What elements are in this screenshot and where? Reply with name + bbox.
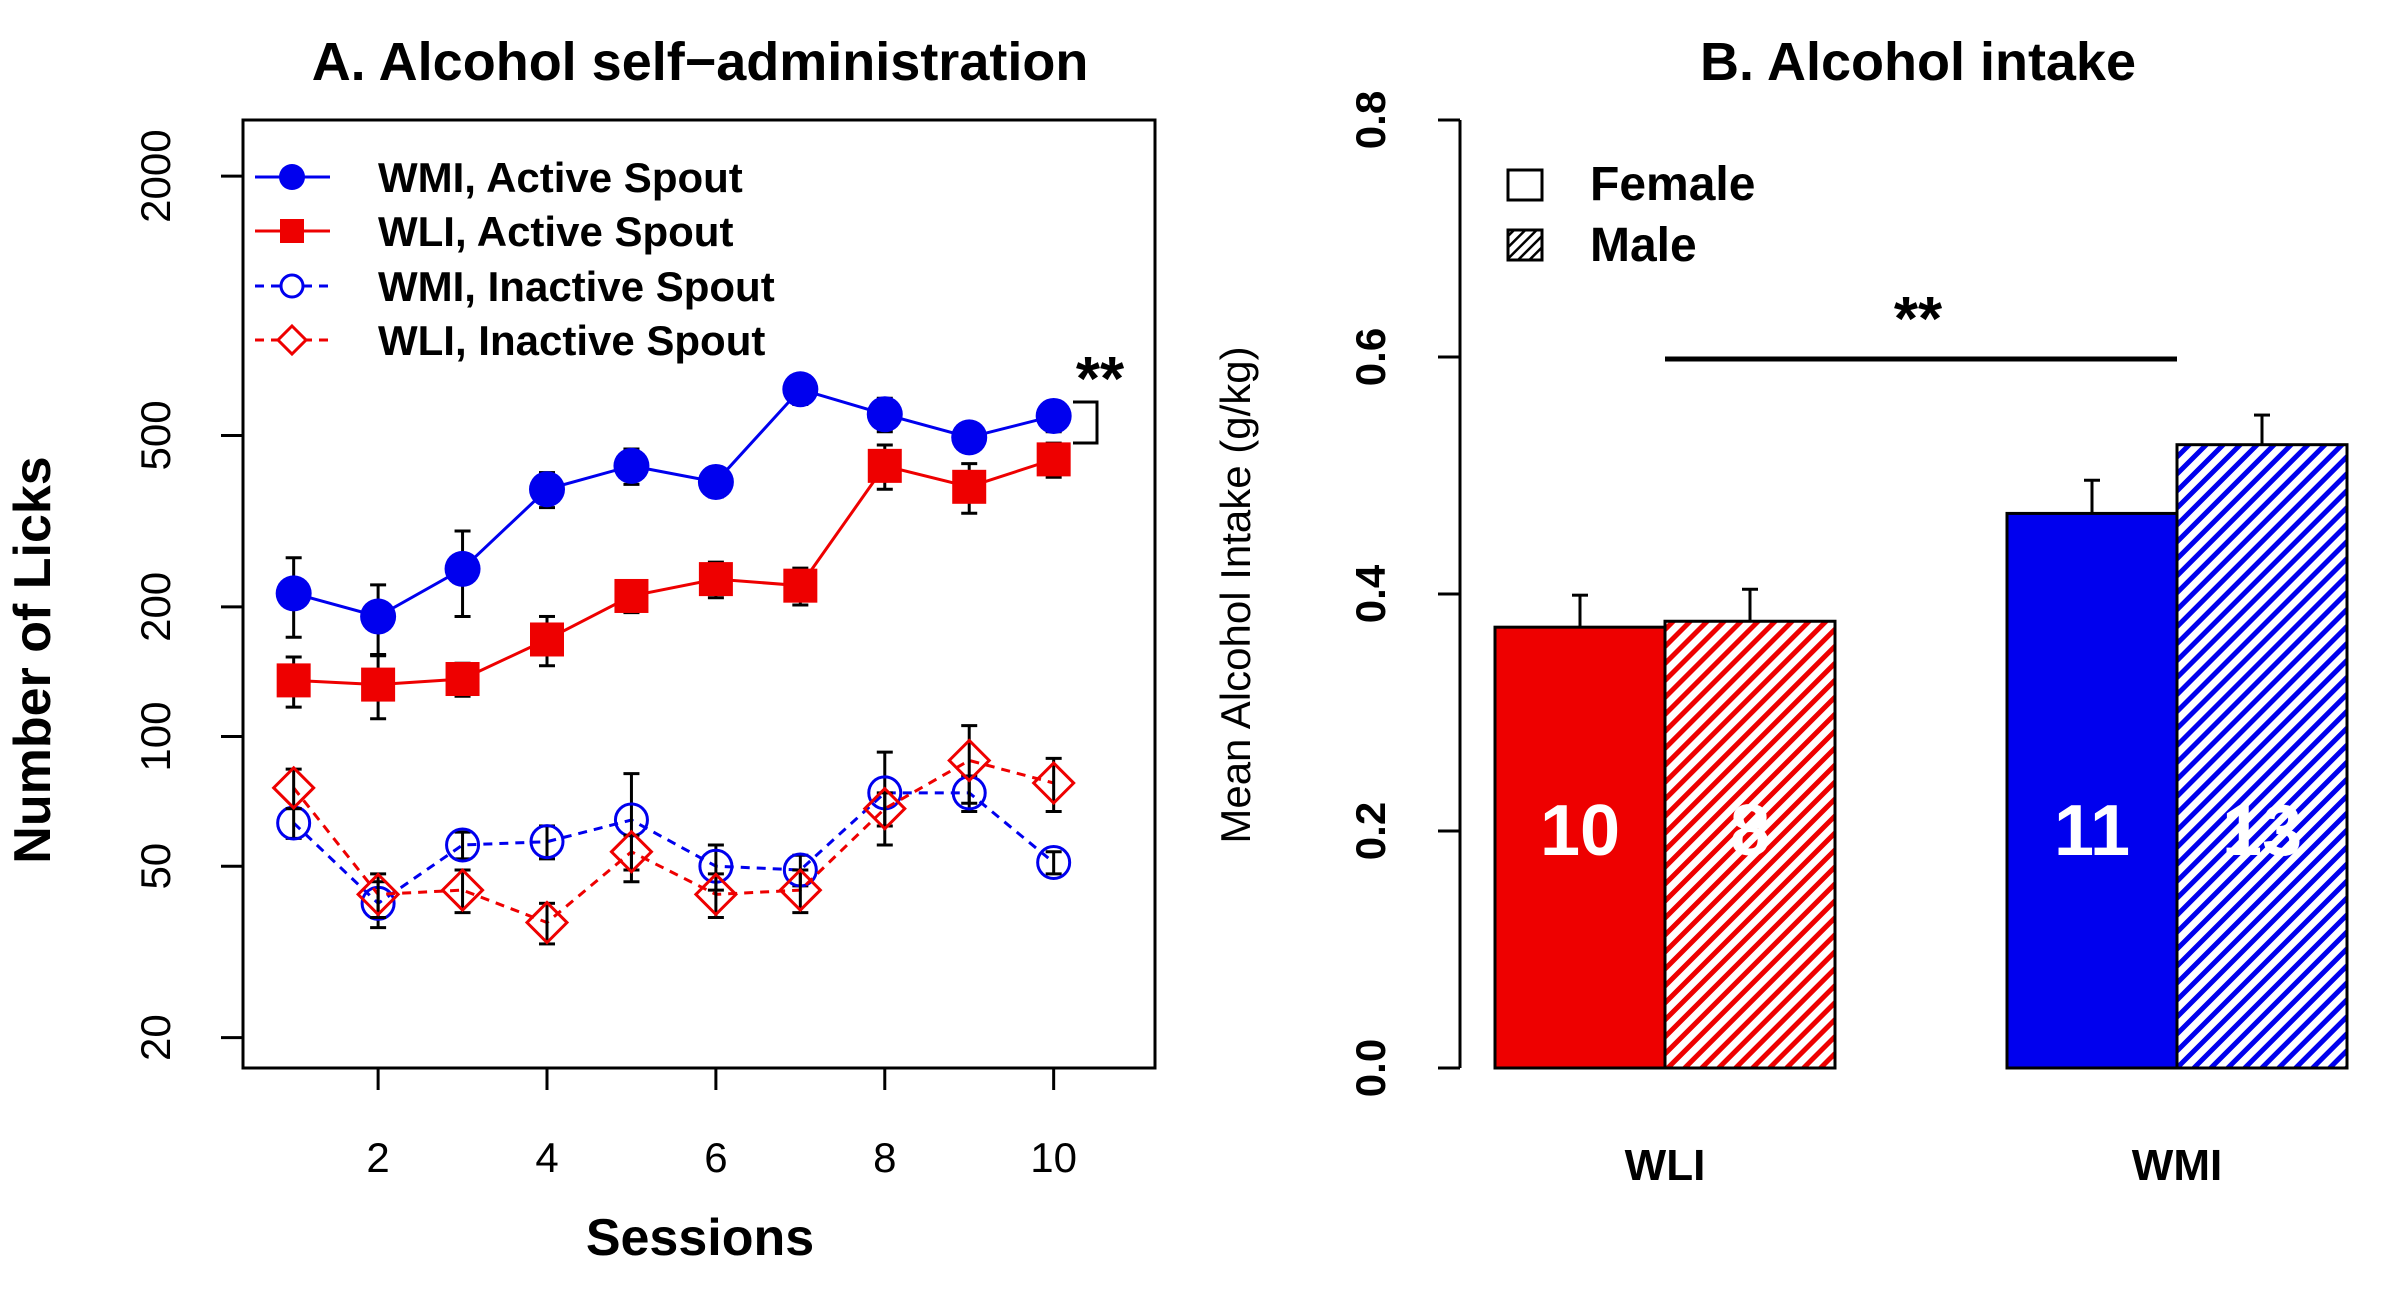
b-y-tick-label: 0.0 xyxy=(1347,1039,1394,1097)
a-x-tick-label: 8 xyxy=(873,1134,896,1181)
b-y-tick-label: 0.6 xyxy=(1347,328,1394,386)
data-point xyxy=(445,827,481,863)
bar-n-label: 13 xyxy=(2222,791,2302,871)
panel-a-y-axis-label: Number of Licks xyxy=(4,456,62,863)
data-point xyxy=(947,738,992,783)
series-line-0 xyxy=(293,387,1055,619)
panel-b-title: B. Alcohol intake xyxy=(1700,32,2136,92)
b-y-tick-label: 0.8 xyxy=(1347,91,1394,149)
a-y-tick-label: 100 xyxy=(132,701,179,771)
a-x-tick-label: 10 xyxy=(1030,1134,1077,1181)
panel-a-significance-stars: ** xyxy=(1076,345,1125,414)
panel-b-legend: Female Male xyxy=(1506,158,1755,272)
panel-a-series xyxy=(271,371,1076,946)
data-point xyxy=(445,662,480,697)
bar-n-label: 8 xyxy=(1730,791,1770,871)
data-point xyxy=(276,663,311,698)
data-point xyxy=(613,447,650,484)
data-point xyxy=(782,371,819,408)
legend-swatch-female xyxy=(1506,168,1544,202)
a-y-tick-label: 20 xyxy=(132,1014,179,1061)
a-y-tick-label: 2000 xyxy=(132,129,179,222)
data-point xyxy=(867,448,902,483)
panel-b-significance-stars: ** xyxy=(1894,285,1943,354)
data-point xyxy=(609,829,654,874)
data-point xyxy=(778,867,823,913)
panel-b-y-axis-label: Mean Alcohol Intake (g/kg) xyxy=(1212,346,1259,843)
legend-label-wli-active: WLI, Active Spout xyxy=(378,208,733,255)
legend-item-wmi-inactive: WMI, Inactive Spout xyxy=(255,263,775,310)
data-point xyxy=(697,463,734,500)
series-line-3 xyxy=(292,758,1055,925)
b-y-tick-label: 0.2 xyxy=(1347,802,1394,860)
panel-a-title: A. Alcohol self−administration xyxy=(312,32,1089,92)
data-point xyxy=(693,872,739,917)
panel-a-plot-frame xyxy=(241,118,1157,1070)
panel-a-axes: 20 50 100 200 500 2000 2 4 6 8 10 xyxy=(132,129,1077,1181)
a-y-tick-label: 50 xyxy=(132,843,179,890)
legend-item-female: Female xyxy=(1506,158,1755,211)
data-point xyxy=(524,900,570,945)
panel-b-axes: 0.0 0.2 0.4 0.6 0.8 WLI WMI xyxy=(1347,91,2222,1190)
data-point xyxy=(952,469,987,504)
panel-a-legend: WMI, Active Spout WLI, Active Spout WMI,… xyxy=(255,154,775,364)
data-point xyxy=(529,824,565,860)
legend-label-male: Male xyxy=(1590,219,1697,272)
a-x-tick-label: 2 xyxy=(366,1134,389,1181)
legend-label-female: Female xyxy=(1590,158,1755,211)
legend-label-wmi-active: WMI, Active Spout xyxy=(378,154,743,201)
data-point xyxy=(698,562,733,597)
b-x-tick-label: WMI xyxy=(2132,1141,2222,1190)
bar xyxy=(2175,443,2349,1070)
data-point xyxy=(951,419,988,456)
a-y-tick-label: 500 xyxy=(132,400,179,470)
data-point xyxy=(614,578,649,613)
b-x-tick-label: WLI xyxy=(1625,1141,1706,1190)
data-point xyxy=(1035,397,1072,434)
bar xyxy=(1493,625,1667,1070)
data-point xyxy=(275,575,312,612)
data-point xyxy=(862,786,907,831)
bar xyxy=(2005,511,2179,1070)
a-x-tick-label: 6 xyxy=(704,1134,727,1181)
data-point xyxy=(444,550,481,587)
b-y-tick-label: 0.4 xyxy=(1347,564,1394,623)
bar xyxy=(1663,619,1837,1070)
legend-item-wmi-active: WMI, Active Spout xyxy=(255,154,743,201)
data-point xyxy=(360,598,397,635)
legend-item-wli-inactive: WLI, Inactive Spout xyxy=(255,317,765,364)
data-point xyxy=(1036,844,1072,880)
data-point xyxy=(440,867,485,913)
panel-a-x-axis-label: Sessions xyxy=(586,1209,814,1267)
legend-swatch-male xyxy=(1506,228,1544,262)
data-point xyxy=(529,471,565,508)
a-x-tick-label: 4 xyxy=(535,1134,558,1181)
panel-b-bar-chart: B. Alcohol intake Mean Alcohol Intake (g… xyxy=(1212,32,2349,1190)
series-line-1 xyxy=(293,457,1055,687)
data-point xyxy=(355,872,401,917)
data-point xyxy=(1031,760,1076,806)
bar-n-label: 11 xyxy=(2054,791,2130,871)
data-point xyxy=(1036,442,1071,477)
legend-label-wmi-inactive: WMI, Inactive Spout xyxy=(378,263,775,310)
data-point xyxy=(866,396,903,433)
series-line-2 xyxy=(292,791,1055,906)
bar-n-label: 10 xyxy=(1540,791,1620,871)
legend-item-wli-active: WLI, Active Spout xyxy=(255,208,733,255)
a-y-tick-label: 200 xyxy=(132,572,179,642)
legend-label-wli-inactive: WLI, Inactive Spout xyxy=(378,317,765,364)
data-point xyxy=(530,622,564,657)
data-point xyxy=(783,568,818,603)
panel-a-significance-bracket xyxy=(1073,400,1099,445)
panel-b-bars: 10 8 11 13 xyxy=(1493,413,2349,1070)
legend-item-male: Male xyxy=(1506,219,1697,272)
data-point xyxy=(271,765,316,810)
panel-a-line-chart: A. Alcohol self−administration Number of… xyxy=(4,32,1157,1267)
data-point xyxy=(361,667,396,702)
